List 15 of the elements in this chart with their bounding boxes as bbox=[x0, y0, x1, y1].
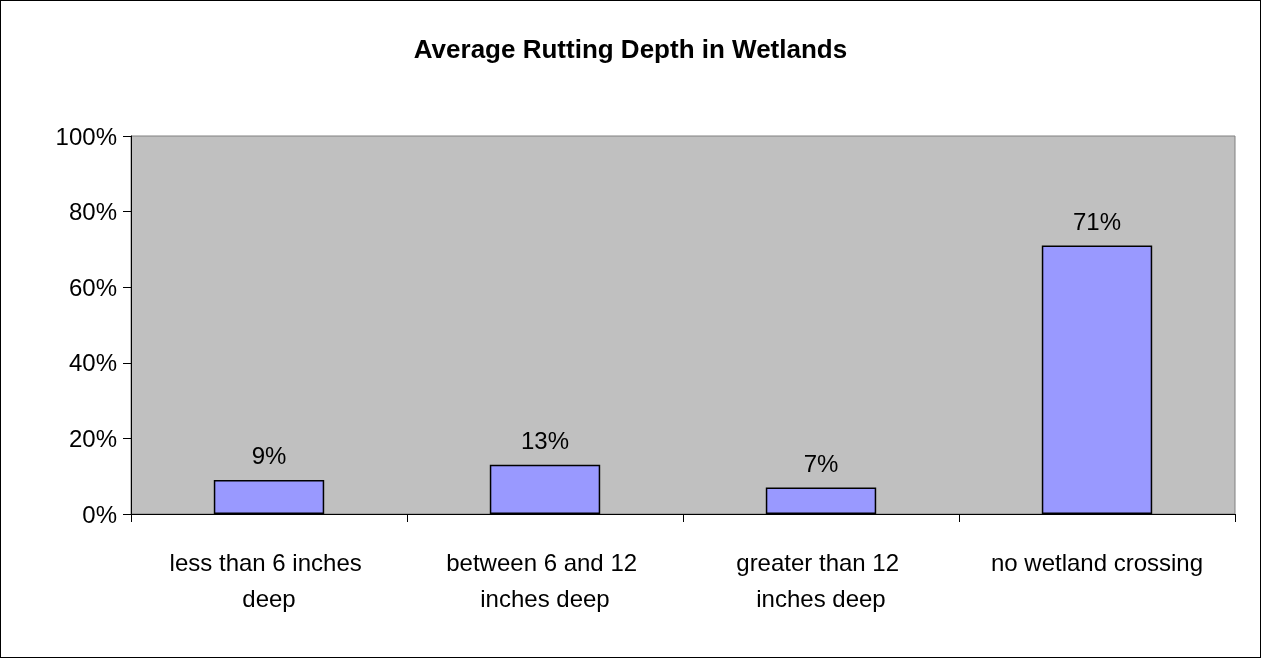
x-tick-label: between 6 and 12 inches deep bbox=[446, 548, 644, 612]
y-tick-label: 60% bbox=[68, 273, 117, 301]
y-tick-label: 80% bbox=[68, 198, 117, 226]
data-label: 7% bbox=[803, 450, 839, 478]
data-label: 9% bbox=[251, 442, 287, 470]
x-tick-label: greater than 12 inches deep bbox=[736, 548, 906, 612]
data-label: 13% bbox=[520, 427, 570, 455]
x-tick-label: less than 6 inches deep bbox=[169, 548, 369, 612]
y-tick-label: 40% bbox=[68, 349, 117, 377]
data-label: 71% bbox=[1072, 208, 1122, 236]
y-tick-label: 0% bbox=[82, 500, 117, 528]
x-tick-label: no wetland crossing bbox=[990, 548, 1204, 576]
y-tick-label: 100% bbox=[55, 122, 117, 150]
y-tick-label: 20% bbox=[68, 424, 117, 452]
chart-title: Average Rutting Depth in Wetlands bbox=[413, 34, 848, 64]
